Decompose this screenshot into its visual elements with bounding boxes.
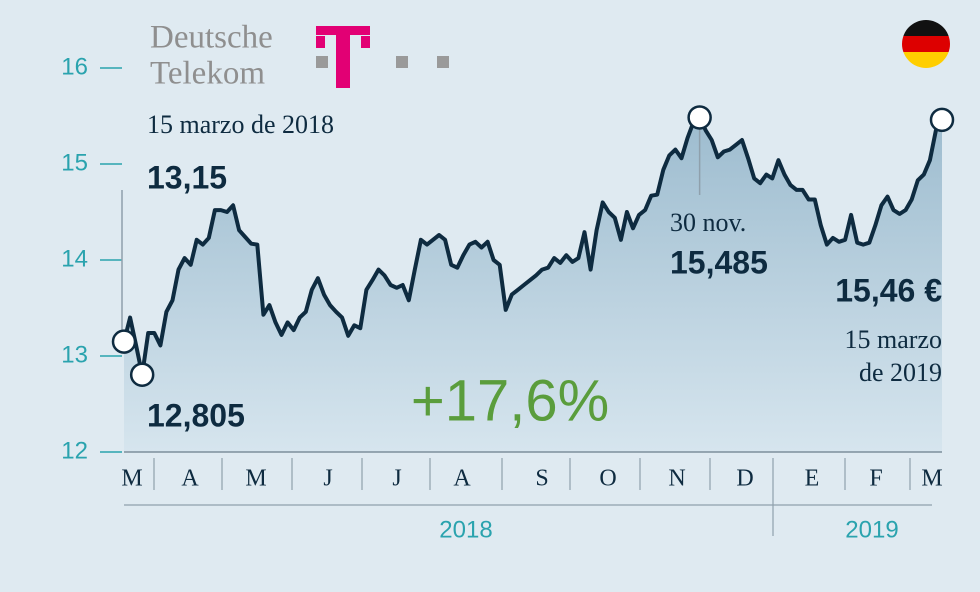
x-tick-label: S [535,466,548,492]
marker [129,362,155,387]
x-tick-label: A [453,466,471,492]
y-tick-label: 14 [61,245,88,272]
logo-text: Telekom [150,56,265,92]
annotation-date: 15 marzo de 2018 [147,110,334,139]
y-tick-label: 12 [61,437,88,464]
x-tick-label: A [181,466,199,492]
annotation-value: 15,485 [670,244,768,280]
annotation-date: 30 nov. [670,208,746,237]
x-tick-label: M [245,466,266,492]
x-tick-label: D [736,466,753,492]
y-tick-label: 16 [61,53,88,80]
change-label: +17,6% [411,368,609,433]
annotation-value: 15,46 € [835,272,942,308]
annotation-value: 13,15 [147,159,227,195]
logo-mark [316,26,449,88]
marker [111,329,137,354]
area [124,117,942,453]
year-label: 2019 [845,516,898,543]
year-label: 2018 [439,516,492,543]
x-tick-label: N [668,466,685,492]
x-tick-label: E [805,466,820,492]
y-tick-label: 13 [61,341,88,368]
x-tick-label: F [869,466,882,492]
x-tick-label: M [921,466,942,492]
y-tick-label: 15 [61,149,88,176]
x-tick-label: J [323,466,332,492]
annotation-date: de 2019 [859,358,942,387]
x-tick-label: J [392,466,401,492]
marker [687,105,712,130]
x-tick-label: O [599,466,616,492]
annotation-date: 15 marzo [845,325,942,354]
logo-text: Deutsche [150,20,273,56]
flag [902,20,950,68]
annotation-value: 12,805 [147,397,245,433]
x-tick-label: M [121,466,142,492]
marker [929,107,955,133]
price-line [122,115,944,377]
